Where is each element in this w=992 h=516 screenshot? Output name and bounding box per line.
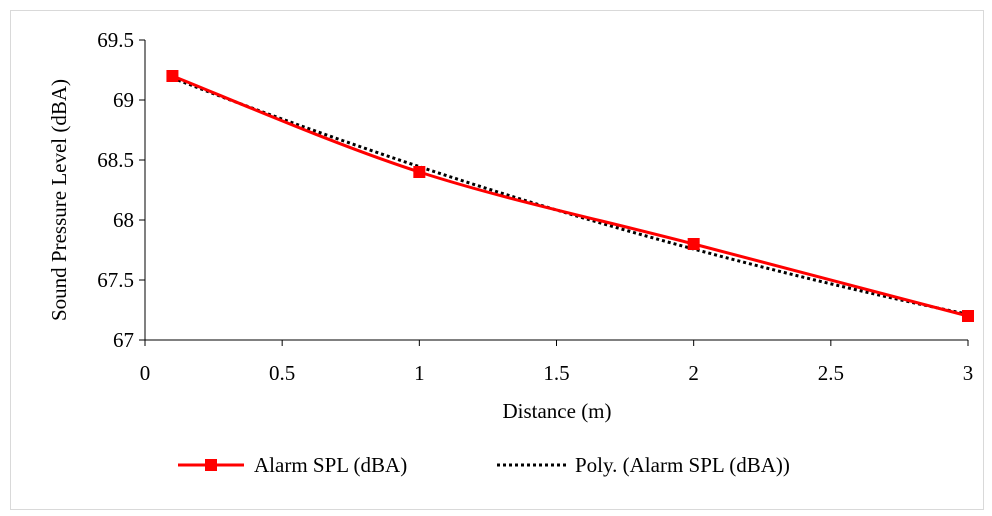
series-layer — [166, 70, 974, 322]
y-tick-label: 68.5 — [97, 148, 134, 172]
y-axis-title: Sound Pressure Level (dBA) — [47, 79, 71, 321]
x-tick-label: 1 — [414, 361, 425, 385]
x-tick-label: 0 — [140, 361, 151, 385]
x-tick-label: 0.5 — [269, 361, 295, 385]
x-tick-label: 2 — [688, 361, 699, 385]
y-tick-label: 67.5 — [97, 268, 134, 292]
data-point-marker — [166, 70, 179, 82]
legend: Alarm SPL (dBA) Poly. (Alarm SPL (dBA)) — [178, 453, 790, 477]
trendline-layer — [171, 76, 969, 316]
legend-swatch-marker — [205, 459, 217, 471]
trendline — [171, 76, 969, 316]
series-line — [171, 74, 969, 318]
data-point-marker — [413, 166, 426, 178]
x-tick-label: 3 — [963, 361, 974, 385]
axes — [144, 40, 968, 341]
y-tick-label: 69.5 — [97, 28, 134, 52]
y-ticks: 67 67.5 68 68.5 69 69.5 — [97, 28, 145, 352]
y-tick-label: 68 — [113, 208, 134, 232]
legend-label: Alarm SPL (dBA) — [254, 453, 407, 477]
x-tick-label: 1.5 — [543, 361, 569, 385]
x-tick-label: 2.5 — [818, 361, 844, 385]
data-point-marker — [687, 238, 700, 250]
data-point-marker — [962, 310, 974, 322]
y-tick-label: 67 — [113, 328, 134, 352]
y-tick-label: 69 — [113, 88, 134, 112]
chart-frame — [10, 10, 984, 510]
x-axis-title: Distance (m) — [502, 399, 611, 423]
x-ticks: 0 0.5 1 1.5 2 2.5 3 — [140, 340, 974, 385]
legend-label: Poly. (Alarm SPL (dBA)) — [575, 453, 790, 477]
